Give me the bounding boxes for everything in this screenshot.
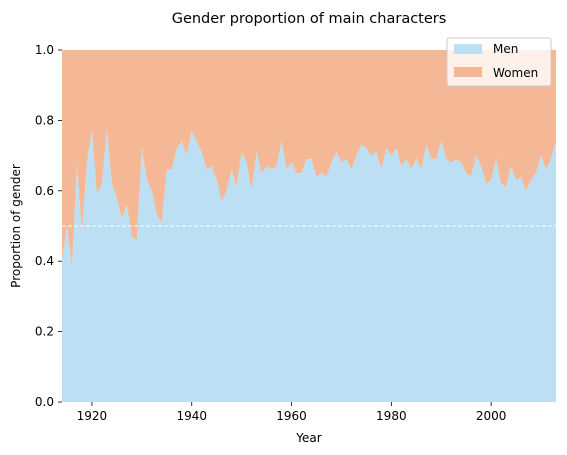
x-axis-ticks: 1920 1940 1960 1980 2000	[77, 402, 507, 423]
y-axis-label: Proportion of gender	[9, 164, 23, 288]
y-tick-label: 1.0	[35, 43, 54, 57]
x-axis-label: Year	[295, 431, 321, 445]
y-tick-label: 0.6	[35, 184, 54, 198]
x-tick-label: 2000	[476, 409, 507, 423]
x-tick-label: 1980	[376, 409, 407, 423]
legend-swatch-men	[454, 44, 482, 54]
plot-area	[62, 50, 556, 402]
y-tick-label: 0.2	[35, 325, 54, 339]
legend-label-women: Women	[493, 66, 538, 80]
chart-title: Gender proportion of main characters	[172, 11, 447, 27]
y-tick-label: 0.4	[35, 254, 54, 268]
y-tick-label: 0.0	[35, 395, 54, 409]
y-axis-ticks: 0.0 0.2 0.4 0.6 0.8 1.0	[35, 43, 62, 409]
area-men	[62, 130, 556, 402]
x-tick-label: 1920	[77, 409, 108, 423]
legend-swatch-women	[454, 67, 482, 77]
legend: Men Women	[446, 37, 552, 87]
y-tick-label: 0.8	[35, 113, 54, 127]
x-tick-label: 1940	[176, 409, 207, 423]
legend-label-men: Men	[493, 42, 518, 56]
x-tick-label: 1960	[276, 409, 307, 423]
